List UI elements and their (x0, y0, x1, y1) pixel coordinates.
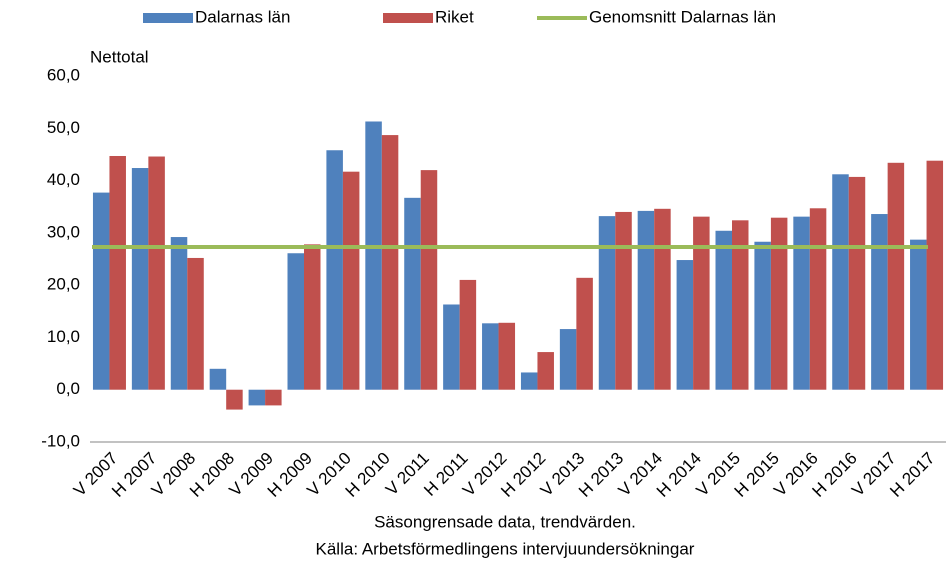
bar (326, 150, 343, 390)
bar (926, 160, 944, 390)
y-tick-label: 0,0 (56, 379, 80, 398)
bar (615, 211, 632, 390)
x-tick-label: H 2010 (342, 449, 394, 501)
bar (910, 239, 927, 390)
bar (520, 372, 538, 390)
bar (809, 208, 827, 390)
bar (576, 277, 593, 390)
bar (148, 156, 165, 390)
note: Säsongrensade data, trendvärden. (374, 512, 636, 531)
legend-label: Dalarnas län (195, 7, 290, 26)
y-tick-label: 10,0 (47, 327, 80, 346)
legend-label: Riket (435, 7, 474, 26)
bar (131, 168, 149, 390)
bar (887, 162, 905, 390)
bar (770, 217, 788, 390)
bar (693, 216, 710, 390)
y-tick-label: 30,0 (47, 222, 80, 241)
bar (676, 260, 694, 390)
x-tick-label: H 2016 (809, 449, 861, 501)
bar (265, 389, 282, 406)
x-tick-label: H 2012 (497, 449, 549, 501)
bar (715, 230, 732, 390)
note: Källa: Arbetsförmedlingens intervjuunder… (316, 539, 695, 558)
bar (209, 368, 227, 390)
legend-swatch (383, 13, 433, 23)
bar (443, 304, 460, 390)
y-tick-label: 20,0 (47, 275, 80, 294)
bar (381, 135, 399, 390)
bar (598, 216, 616, 390)
legend-swatch (143, 13, 193, 23)
bar (559, 329, 577, 390)
bar (287, 253, 304, 390)
y-tick-label: -10,0 (41, 431, 80, 450)
bar (793, 216, 810, 390)
y-axis-label: Nettotal (90, 47, 149, 66)
bar (109, 155, 126, 390)
bar (871, 214, 888, 390)
bar (92, 192, 110, 390)
bar (537, 352, 554, 390)
bar (732, 220, 749, 390)
bar (482, 323, 499, 390)
bar (498, 322, 516, 390)
bar (365, 121, 382, 390)
bar (832, 174, 849, 390)
bar (170, 237, 188, 390)
x-tick-label: H 2008 (186, 449, 238, 501)
bar (754, 241, 771, 390)
bar (226, 389, 243, 410)
legend-label: Genomsnitt Dalarnas län (589, 7, 776, 26)
x-tick-label: H 2015 (731, 449, 783, 501)
bar (248, 389, 266, 406)
x-tick-label: H 2014 (653, 449, 705, 501)
bar (420, 170, 438, 390)
bar (637, 210, 655, 390)
x-tick-label: H 2017 (886, 449, 938, 501)
bar (848, 176, 866, 390)
x-tick-label: H 2013 (575, 449, 627, 501)
bar (187, 257, 204, 390)
bar (342, 171, 360, 390)
y-tick-label: 50,0 (47, 118, 80, 137)
bar (304, 244, 321, 390)
y-tick-label: 60,0 (47, 65, 80, 84)
x-tick-label: H 2009 (264, 449, 316, 501)
x-tick-label: H 2007 (108, 449, 160, 501)
bar (654, 208, 671, 390)
bar (404, 197, 421, 390)
bar (459, 279, 477, 390)
y-tick-label: 40,0 (47, 170, 80, 189)
